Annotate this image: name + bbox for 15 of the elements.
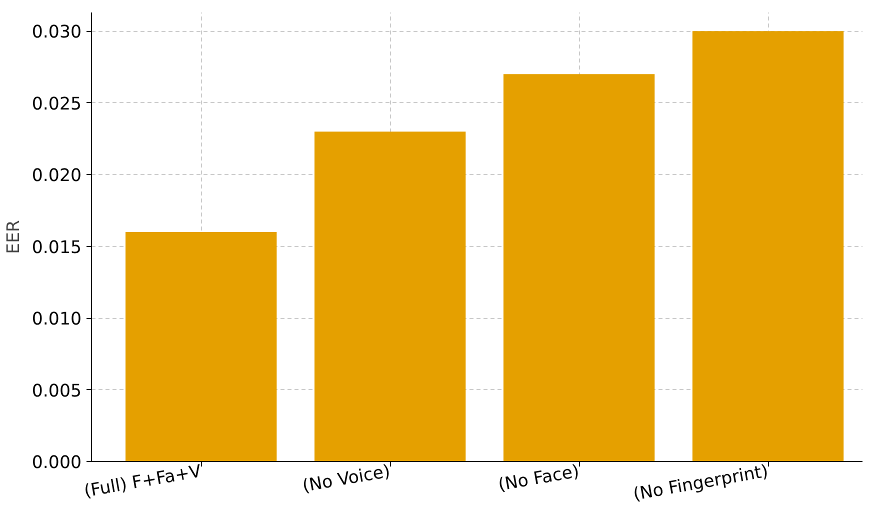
y-axis-title: EER [4,220,24,254]
y-tick-label: 0.030 [32,22,82,43]
bar [126,232,277,462]
bar [314,132,466,462]
y-tick-label: 0.025 [32,94,82,114]
y-tick-label: 0.000 [32,453,82,473]
x-tick-label: (No Face) [496,462,581,496]
y-tick-label: 0.005 [32,381,82,402]
y-tick-label: 0.020 [32,166,82,186]
y-tick-label: 0.015 [32,238,82,258]
x-tick-label: (No Voice) [300,462,392,497]
x-tick-label: (Full) F+Fa+V [82,462,203,502]
bar [692,31,844,462]
bar [503,74,655,462]
y-tick-label: 0.010 [32,310,82,330]
